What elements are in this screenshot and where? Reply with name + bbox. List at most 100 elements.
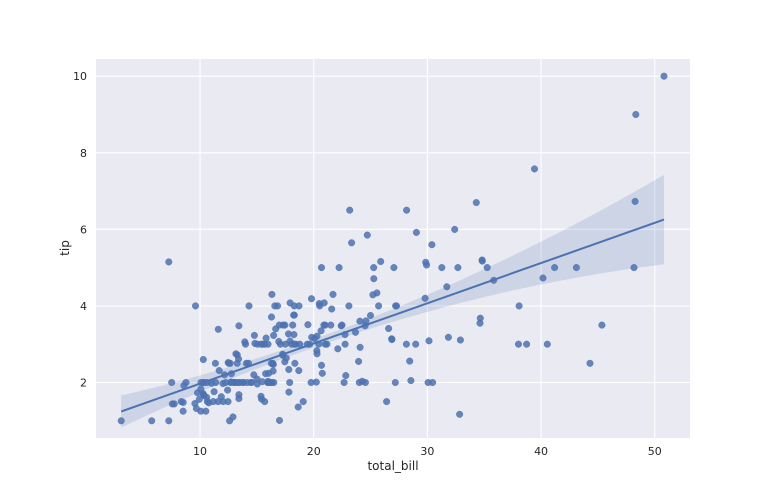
data-point bbox=[412, 228, 420, 236]
data-point bbox=[317, 327, 325, 335]
data-point bbox=[531, 165, 539, 173]
data-point bbox=[370, 264, 378, 272]
data-point bbox=[356, 317, 364, 325]
data-point bbox=[211, 359, 219, 367]
x-tick-label: 40 bbox=[534, 445, 548, 458]
data-point bbox=[235, 395, 243, 403]
data-point bbox=[367, 312, 375, 320]
data-point bbox=[443, 283, 451, 291]
data-point bbox=[334, 345, 342, 353]
data-point bbox=[235, 322, 243, 330]
data-point bbox=[346, 206, 354, 214]
data-point bbox=[270, 331, 278, 339]
data-point bbox=[247, 379, 255, 387]
data-point bbox=[304, 321, 312, 329]
data-point bbox=[342, 372, 350, 380]
data-point bbox=[250, 331, 258, 339]
data-point bbox=[407, 377, 415, 385]
y-tick-label: 2 bbox=[80, 376, 87, 389]
data-point bbox=[295, 367, 303, 375]
data-point bbox=[355, 379, 363, 387]
data-point bbox=[383, 398, 391, 406]
data-point bbox=[285, 388, 293, 396]
data-point bbox=[428, 241, 436, 249]
data-point bbox=[515, 340, 523, 348]
data-point bbox=[444, 333, 452, 341]
data-point bbox=[191, 302, 199, 310]
data-point bbox=[224, 386, 232, 394]
data-point bbox=[241, 340, 249, 348]
data-point bbox=[478, 257, 486, 265]
data-point bbox=[316, 302, 324, 310]
data-point bbox=[226, 417, 234, 425]
data-point bbox=[271, 302, 279, 310]
data-point bbox=[177, 398, 185, 406]
data-point bbox=[412, 340, 420, 348]
data-point bbox=[214, 398, 222, 406]
data-point bbox=[259, 340, 267, 348]
y-tick-label: 6 bbox=[80, 223, 87, 236]
data-point bbox=[230, 379, 238, 387]
regression-line bbox=[120, 218, 665, 413]
data-point bbox=[425, 337, 433, 345]
data-point bbox=[272, 325, 280, 333]
data-point bbox=[377, 258, 385, 266]
data-point bbox=[348, 239, 356, 247]
data-point bbox=[281, 321, 289, 329]
data-point bbox=[369, 291, 377, 299]
data-point bbox=[337, 322, 345, 330]
data-point bbox=[385, 325, 393, 333]
data-point bbox=[476, 314, 484, 322]
data-point bbox=[451, 225, 459, 233]
data-point bbox=[355, 357, 363, 365]
data-point bbox=[313, 347, 321, 355]
data-point bbox=[250, 371, 258, 379]
data-point bbox=[660, 72, 668, 80]
data-point bbox=[422, 258, 430, 266]
y-tick-label: 8 bbox=[80, 147, 87, 160]
y-tick-label: 10 bbox=[73, 70, 87, 83]
data-point bbox=[391, 379, 399, 387]
data-point bbox=[318, 369, 326, 377]
data-point bbox=[199, 356, 207, 364]
data-point bbox=[226, 359, 234, 367]
data-point bbox=[285, 366, 293, 374]
data-point bbox=[363, 231, 371, 239]
data-point bbox=[572, 264, 580, 272]
data-point bbox=[515, 302, 523, 310]
data-point bbox=[233, 359, 241, 367]
data-point bbox=[290, 331, 298, 339]
data-point bbox=[210, 388, 218, 396]
data-point bbox=[290, 311, 298, 319]
data-point bbox=[403, 206, 411, 214]
y-axis-label: tip bbox=[58, 240, 72, 256]
data-point bbox=[375, 302, 383, 310]
data-point bbox=[233, 351, 241, 359]
data-point bbox=[286, 379, 294, 387]
data-point bbox=[268, 290, 276, 298]
data-point bbox=[212, 379, 220, 387]
data-point bbox=[454, 264, 462, 272]
data-point bbox=[195, 395, 203, 403]
data-point bbox=[257, 392, 265, 400]
data-point bbox=[197, 407, 205, 415]
data-point bbox=[329, 290, 337, 298]
data-point bbox=[267, 359, 275, 367]
data-point bbox=[406, 357, 414, 365]
data-point bbox=[370, 275, 378, 283]
data-point bbox=[261, 398, 269, 406]
data-point bbox=[340, 379, 348, 387]
data-point bbox=[539, 274, 547, 282]
data-point bbox=[245, 302, 253, 310]
data-point bbox=[472, 199, 480, 207]
data-point bbox=[289, 321, 297, 329]
data-point bbox=[224, 398, 232, 406]
data-point bbox=[170, 400, 178, 408]
data-point bbox=[205, 399, 213, 407]
data-point bbox=[291, 359, 299, 367]
data-point bbox=[179, 407, 187, 415]
data-point bbox=[262, 334, 270, 342]
data-point bbox=[551, 264, 559, 272]
data-point bbox=[341, 340, 349, 348]
